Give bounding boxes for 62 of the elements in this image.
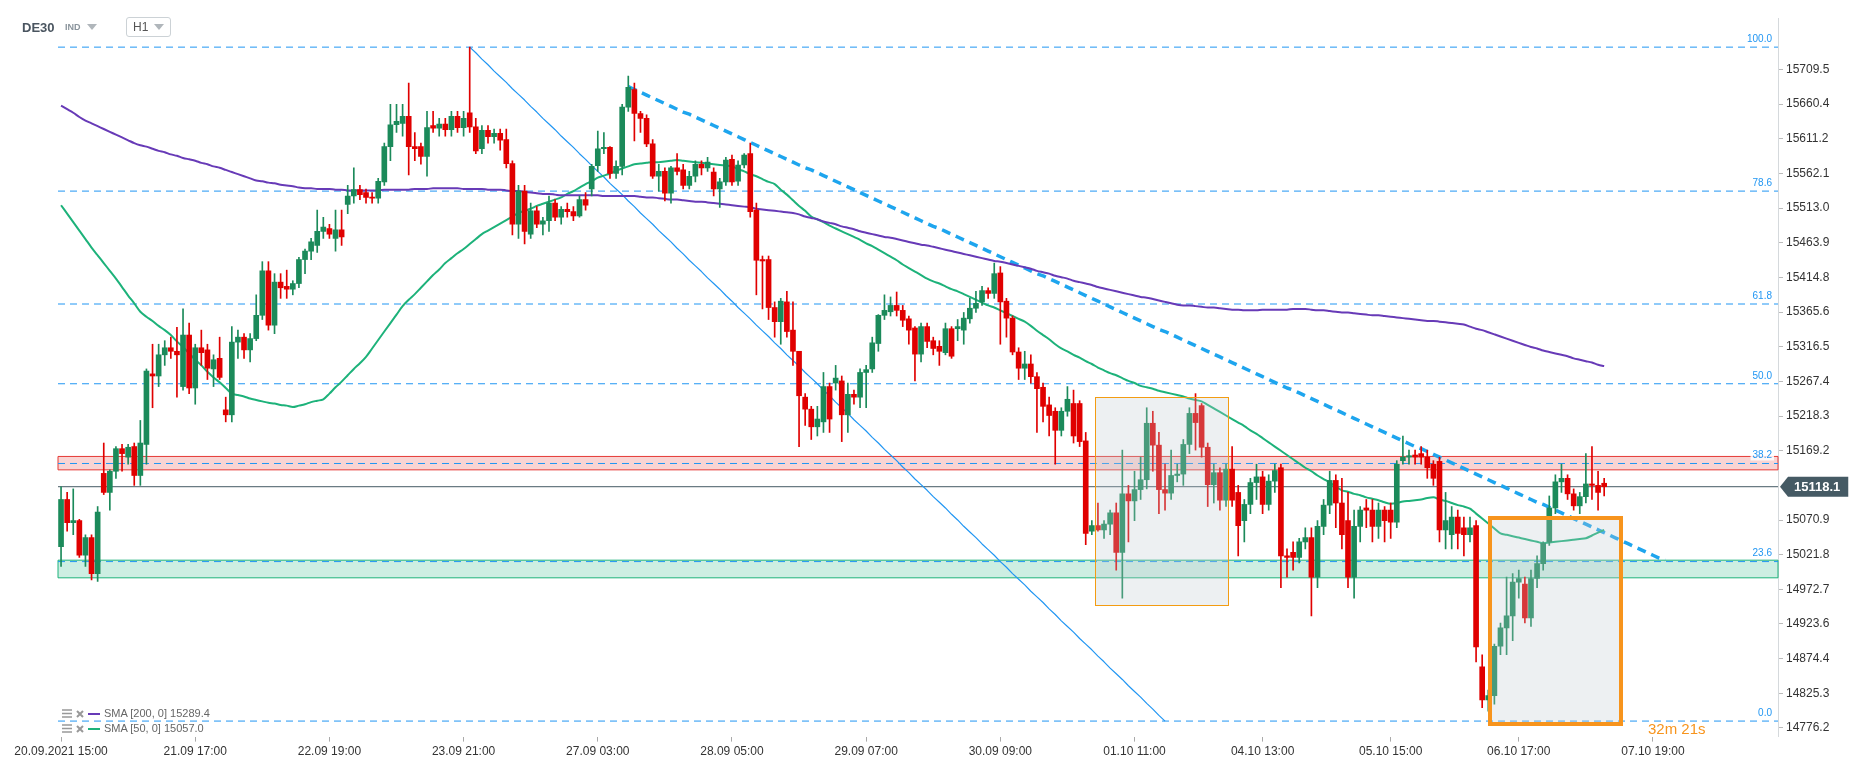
candlestick — [222, 396, 229, 423]
annotation: 23.6 — [1752, 547, 1773, 559]
annotation: 50.0 — [1752, 369, 1773, 381]
x-tick-label: 30.09 09:00 — [968, 744, 1033, 759]
y-tick-label: 15070.9 — [1786, 512, 1830, 527]
annotation: 100.0 — [1746, 32, 1773, 44]
candlestick — [1400, 435, 1406, 465]
y-tick-label: 15414.8 — [1786, 269, 1830, 284]
x-tick-label: 21.09 17:00 — [163, 744, 228, 759]
x-tick-label: 27.09 03:00 — [566, 744, 630, 759]
x-tick-label: 23.09 21:00 — [431, 744, 496, 759]
x-tick-label: 29.09 07:00 — [834, 744, 899, 759]
y-tick-label: 14923.6 — [1786, 616, 1830, 631]
y-tick-label: 15709.5 — [1786, 61, 1830, 76]
candlestick — [851, 389, 857, 405]
candlestick — [1021, 350, 1028, 380]
x-tick-label: 01.10 11:00 — [1103, 744, 1167, 759]
y-tick-label: 15611.2 — [1786, 131, 1829, 146]
chart-subtitle: IND — [65, 22, 81, 32]
y-tick-label: 15316.5 — [1786, 339, 1830, 354]
ref-line-label: 15118.1 — [1794, 479, 1841, 495]
y-tick-label: 15365.6 — [1786, 304, 1830, 319]
y-tick-label: 14972.7 — [1786, 581, 1830, 596]
legend-label: SMA [50, 0] 15057.0 — [104, 721, 204, 736]
candlestick — [350, 167, 357, 204]
annotation: 32m 21s — [1648, 720, 1706, 737]
candlestick — [1406, 449, 1412, 465]
y-tick-label: 15660.4 — [1786, 96, 1830, 111]
y-tick-label: 14825.3 — [1786, 685, 1830, 700]
candlestick — [1515, 569, 1522, 599]
annotation: 61.8 — [1752, 289, 1773, 301]
y-tick-label: 15463.9 — [1786, 234, 1830, 249]
line-series — [60, 104, 1606, 368]
y-tick-label: 15169.2 — [1786, 442, 1830, 457]
chart-title: DE30 — [22, 20, 55, 35]
y-tick-label: 14874.4 — [1786, 651, 1830, 665]
candlestick — [430, 111, 436, 133]
annotation: 78.6 — [1752, 176, 1773, 188]
x-tick-label: 07.10 19:00 — [1621, 744, 1685, 759]
x-tick-label: 28.09 05:00 — [700, 744, 764, 759]
candlestick — [716, 178, 723, 208]
annotation: 0.0 — [1758, 706, 1773, 718]
x-tick-label: 06.10 17:00 — [1487, 744, 1551, 759]
y-tick-label: 14776.2 — [1786, 720, 1830, 735]
x-tick-label: 20.09.2021 15:00 — [14, 744, 109, 759]
y-tick-label: 15267.4 — [1786, 373, 1830, 388]
candlestick — [1095, 502, 1101, 532]
legend-label: SMA [200, 0] 15289.4 — [104, 706, 210, 721]
y-tick-label: 15021.8 — [1786, 546, 1830, 561]
x-tick-label: 04.10 13:00 — [1230, 744, 1295, 759]
candlestick — [235, 329, 241, 359]
y-tick-label: 15218.3 — [1786, 408, 1830, 423]
x-tick-label: 05.10 15:00 — [1358, 744, 1423, 759]
y-tick-label: 15513.0 — [1786, 200, 1830, 215]
candlestick — [70, 488, 77, 536]
candlestick — [466, 46, 473, 133]
y-tick-label: 15562.1 — [1786, 165, 1830, 180]
candlestick — [119, 444, 125, 472]
candlestick — [655, 163, 662, 192]
annotation: H1 — [133, 20, 149, 34]
annotation: 38.2 — [1752, 449, 1773, 461]
x-tick-label: 22.09 19:00 — [297, 744, 362, 759]
